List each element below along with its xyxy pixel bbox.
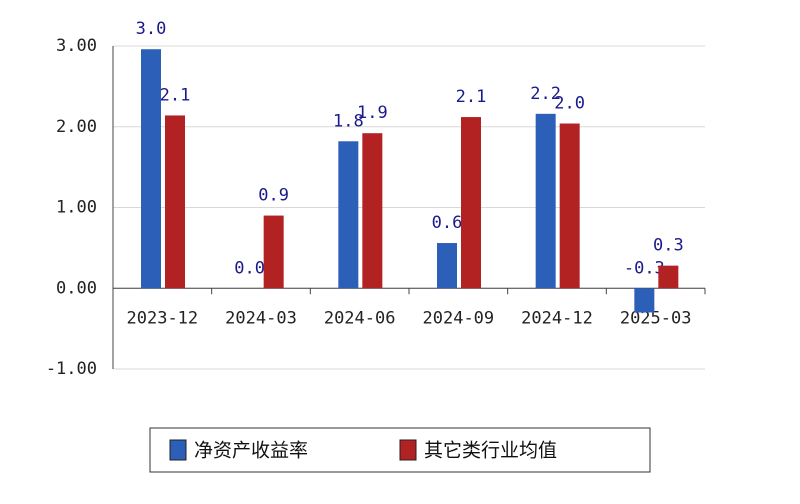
value-label: 1.9 [357, 103, 388, 123]
value-label: 0.0 [234, 258, 265, 278]
value-label: -0.3 [624, 258, 665, 278]
bar [263, 215, 284, 289]
bar [658, 265, 679, 289]
x-tick-label: 2024-12 [521, 308, 593, 328]
x-tick-label: 2023-12 [127, 308, 199, 328]
value-label: 0.9 [258, 186, 289, 206]
bar [559, 123, 580, 289]
value-label: 0.6 [432, 213, 463, 233]
bar [338, 141, 359, 289]
y-tick-label: 1.00 [56, 198, 97, 218]
y-tick-label: -1.00 [46, 359, 97, 379]
value-label: 2.1 [456, 87, 487, 107]
legend-label: 其它类行业均值 [424, 440, 557, 462]
bar [634, 288, 655, 313]
bar [461, 117, 481, 289]
bar [141, 49, 161, 289]
value-label: 3.0 [136, 19, 167, 39]
value-label: 1.8 [333, 111, 364, 131]
y-tick-label: 0.00 [56, 278, 97, 298]
y-tick-label: 2.00 [56, 117, 97, 137]
x-tick-label: 2025-03 [620, 308, 692, 328]
bar [362, 133, 383, 289]
bar [165, 115, 185, 289]
x-tick-label: 2024-03 [225, 308, 297, 328]
bar [437, 243, 457, 289]
value-label: 0.3 [653, 236, 684, 256]
value-label: 2.2 [530, 84, 561, 104]
x-tick-label: 2024-06 [324, 308, 396, 328]
x-tick-label: 2024-09 [423, 308, 495, 328]
legend-swatch [169, 439, 187, 461]
y-tick-label: 3.00 [56, 36, 97, 56]
legend-swatch [399, 439, 417, 461]
bar [535, 113, 556, 289]
legend-label: 净资产收益率 [194, 440, 308, 462]
value-label: 2.0 [554, 94, 585, 114]
value-label: 2.1 [160, 85, 191, 105]
